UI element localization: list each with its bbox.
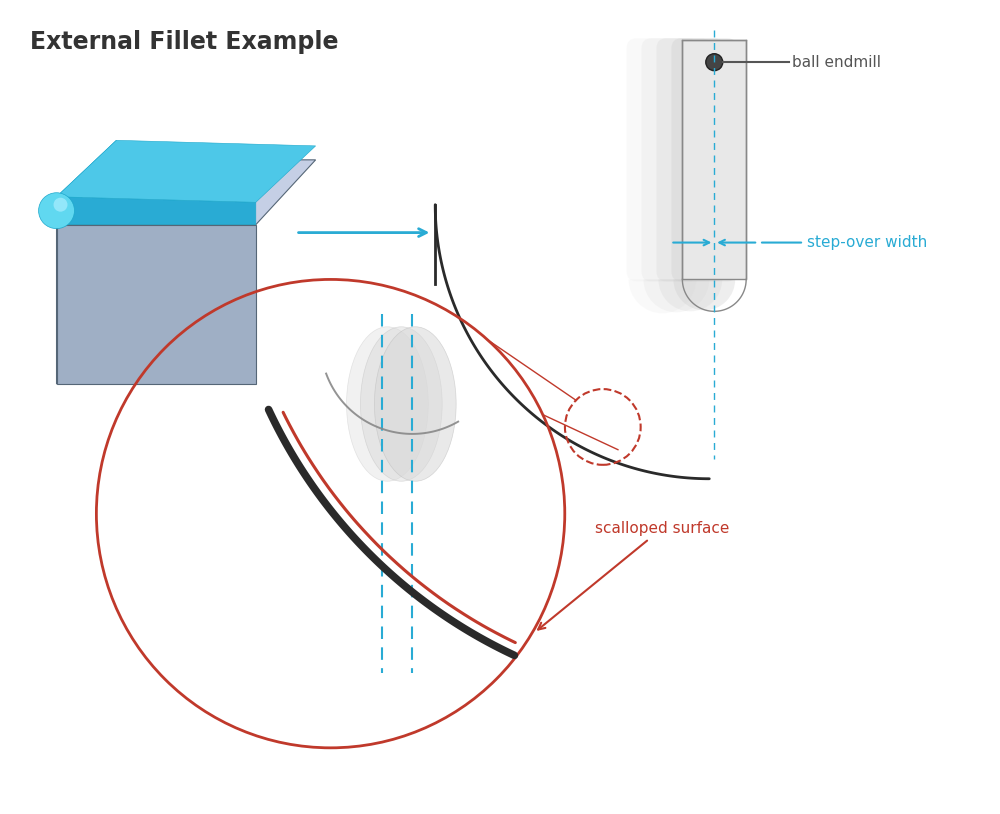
Circle shape xyxy=(706,54,723,71)
Polygon shape xyxy=(57,197,256,225)
Polygon shape xyxy=(57,160,116,384)
Polygon shape xyxy=(57,140,116,225)
FancyBboxPatch shape xyxy=(682,40,746,279)
FancyBboxPatch shape xyxy=(627,38,698,282)
Text: ball endmill: ball endmill xyxy=(792,55,881,70)
FancyBboxPatch shape xyxy=(642,38,711,282)
FancyBboxPatch shape xyxy=(671,38,737,282)
Text: step-over width: step-over width xyxy=(807,235,927,250)
Circle shape xyxy=(54,198,67,212)
Wedge shape xyxy=(644,279,709,313)
Polygon shape xyxy=(57,160,316,225)
Text: External Fillet Example: External Fillet Example xyxy=(30,30,338,55)
Polygon shape xyxy=(57,225,256,384)
Ellipse shape xyxy=(374,326,456,481)
Wedge shape xyxy=(673,279,735,310)
Ellipse shape xyxy=(347,326,428,481)
Wedge shape xyxy=(629,279,696,313)
Ellipse shape xyxy=(360,326,442,481)
Wedge shape xyxy=(658,279,722,311)
Circle shape xyxy=(39,193,74,229)
Polygon shape xyxy=(57,140,316,203)
Text: scalloped surface: scalloped surface xyxy=(538,521,729,629)
FancyBboxPatch shape xyxy=(656,38,724,282)
